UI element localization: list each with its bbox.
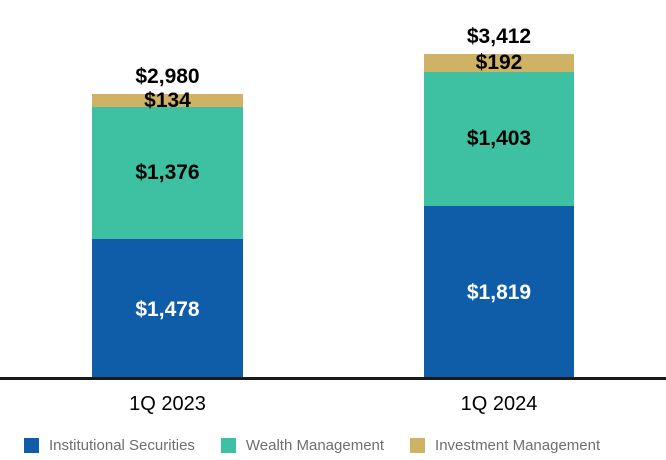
legend-item-institutional-securities: Institutional Securities	[24, 437, 195, 454]
segment-investment-management: $134	[92, 89, 243, 111]
segment-value-label: $134	[144, 88, 191, 112]
x-tick-label-1q2023: 1Q 2023	[129, 393, 206, 415]
segment-wealth-management: $1,376	[92, 107, 243, 239]
legend-label: Wealth Management	[245, 437, 385, 454]
segment-investment-management: $192	[424, 51, 574, 74]
legend-swatch-gold	[410, 438, 426, 453]
x-tick-label-1q2024: 1Q 2024	[460, 393, 538, 415]
legend-item-investment-management: Investment Management	[410, 437, 600, 454]
segment-value-label: $1,819	[466, 281, 532, 304]
segment-wealth-management: $1,403	[424, 72, 574, 206]
bar-total-label: $3,412	[466, 25, 532, 48]
bar-total-label: $2,980	[135, 65, 200, 88]
segment-institutional-securities: $1,478	[92, 239, 243, 380]
legend-item-wealth-management: Wealth Management	[220, 437, 385, 454]
segment-value-label: $1,403	[466, 127, 532, 150]
segment-value-label: $1,376	[135, 161, 200, 184]
legend: Institutional Securities Wealth Manageme…	[24, 437, 600, 454]
legend-swatch-teal	[220, 438, 236, 453]
legend-swatch-blue	[24, 438, 39, 453]
segment-value-label: $192	[475, 51, 523, 74]
legend-label: Investment Management	[435, 437, 601, 454]
legend-label: Institutional Securities	[49, 437, 195, 454]
segment-value-label: $1,478	[135, 297, 200, 321]
x-axis-line	[0, 377, 666, 380]
segment-institutional-securities: $1,819	[424, 206, 574, 380]
bar-1q2023: $2,980 $134 $1,376 $1,478	[92, 65, 243, 380]
bar-1q2024: $3,412 $192 $1,403 $1,819	[424, 25, 574, 380]
